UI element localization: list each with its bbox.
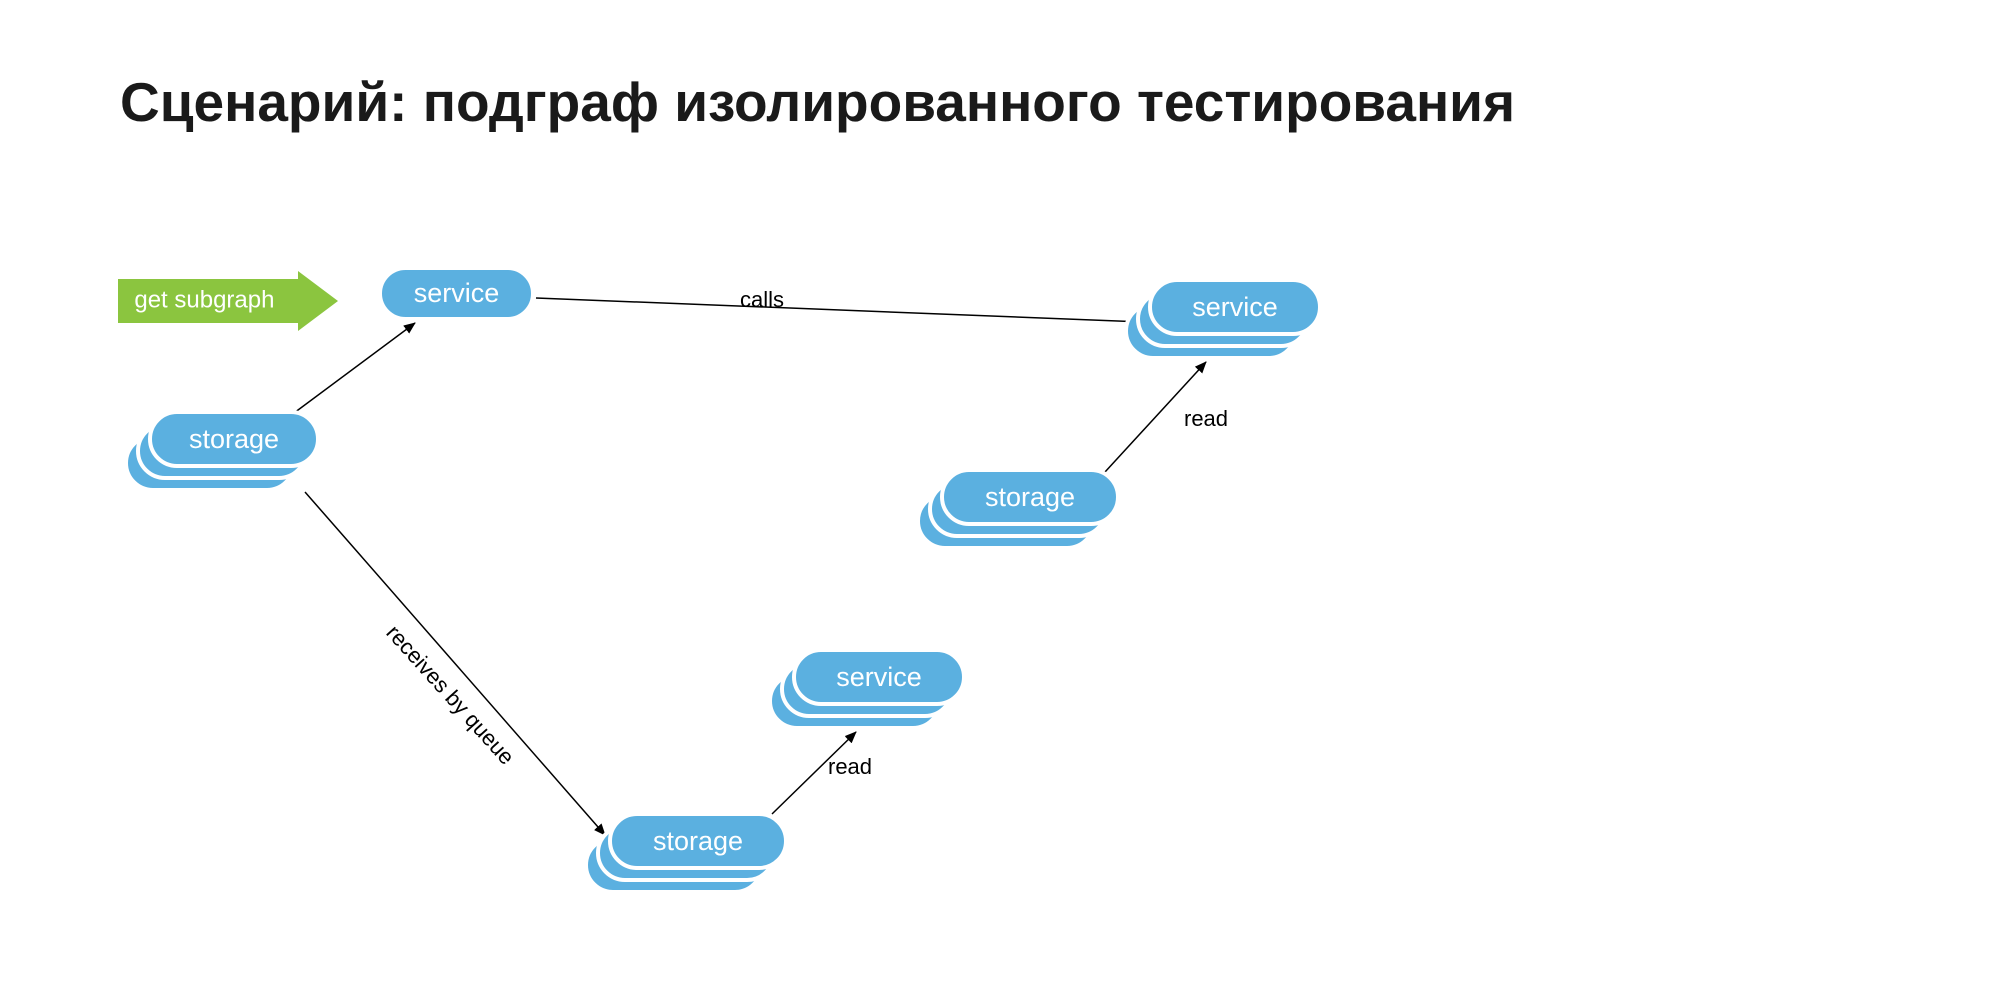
edge-label-serviceTop_to_serviceRight: calls [740,287,784,313]
storage_right-node: storage [940,468,1120,526]
edge-serviceTop_to_serviceRight [536,298,1143,322]
service_right-node: service [1148,278,1322,336]
service_mid-node: service [792,648,966,706]
edge-storageLeft_to_storageMid [305,492,605,835]
edge-label-storageLeft_to_storageMid: receives by queue [381,620,520,770]
edge-label-storageRight_to_serviceRight: read [1184,406,1228,432]
service_mid-label: service [836,662,922,693]
edge-label-storageMid_to_serviceMid: read [828,754,872,780]
storage_left-node: storage [148,410,320,468]
storage_left-label: storage [189,424,279,455]
page-title: Сценарий: подграф изолированного тестиро… [120,70,1515,134]
service_right-label: service [1192,292,1278,323]
service_top-label: service [414,278,500,309]
edge-storageLeft_to_serviceTop [294,323,415,413]
get-subgraph-arrow: get subgraph [118,271,338,336]
storage_mid-label: storage [653,826,743,857]
get-subgraph-label: get subgraph [134,286,274,313]
storage_mid-node: storage [608,812,788,870]
service_top-node: service [378,266,535,321]
storage_right-label: storage [985,482,1075,513]
